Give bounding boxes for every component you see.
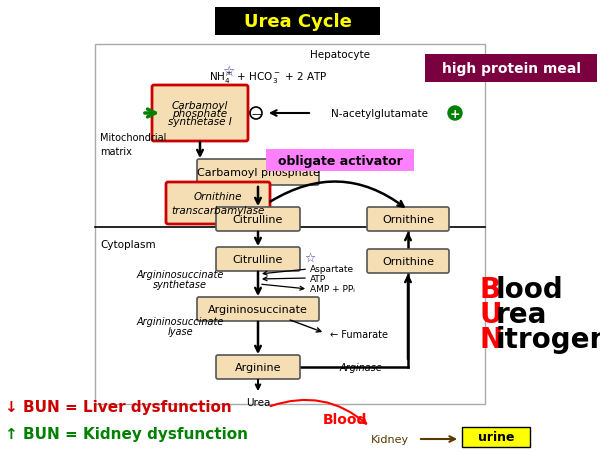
Text: U: U <box>480 300 503 328</box>
Text: synthetase I: synthetase I <box>168 117 232 127</box>
Circle shape <box>250 108 262 120</box>
Text: Citrulline: Citrulline <box>233 254 283 264</box>
Text: Urea: Urea <box>246 397 270 407</box>
Text: obligate activator: obligate activator <box>278 154 403 167</box>
FancyBboxPatch shape <box>197 160 319 186</box>
FancyBboxPatch shape <box>215 8 380 36</box>
Text: Ornithine: Ornithine <box>382 257 434 267</box>
Text: itrogen: itrogen <box>496 325 600 353</box>
FancyBboxPatch shape <box>216 207 300 231</box>
FancyBboxPatch shape <box>216 355 300 379</box>
FancyBboxPatch shape <box>95 45 485 404</box>
Text: Mitochondrial
matrix: Mitochondrial matrix <box>100 133 166 156</box>
Text: phosphate: phosphate <box>172 109 227 119</box>
Text: Citrulline: Citrulline <box>233 215 283 225</box>
Text: N: N <box>480 325 503 353</box>
Text: lood: lood <box>496 276 564 304</box>
Text: Hepatocyte: Hepatocyte <box>310 50 370 60</box>
Text: Arginase: Arginase <box>340 362 383 372</box>
Text: Aspartate: Aspartate <box>310 265 354 274</box>
FancyBboxPatch shape <box>367 207 449 231</box>
Text: Ornithine: Ornithine <box>382 215 434 225</box>
Text: ↑ BUN = Kidney dysfunction: ↑ BUN = Kidney dysfunction <box>5 427 248 442</box>
FancyBboxPatch shape <box>425 55 597 83</box>
Text: Arginine: Arginine <box>235 362 281 372</box>
Text: N-acetylglutamate: N-acetylglutamate <box>331 109 428 119</box>
Text: ☆: ☆ <box>222 65 234 79</box>
Text: Carbamoyl phosphate: Carbamoyl phosphate <box>197 168 319 178</box>
Text: Carbamoyl: Carbamoyl <box>172 101 228 111</box>
Text: high protein meal: high protein meal <box>442 62 581 76</box>
Text: Ornithine: Ornithine <box>194 192 242 202</box>
Text: urine: urine <box>478 431 514 443</box>
Text: rea: rea <box>496 300 547 328</box>
Text: Urea Cycle: Urea Cycle <box>244 13 352 31</box>
Text: lyase: lyase <box>167 326 193 336</box>
Text: Argininosuccinate: Argininosuccinate <box>136 269 224 279</box>
Text: +: + <box>449 107 460 120</box>
FancyBboxPatch shape <box>266 150 414 172</box>
Text: synthetase: synthetase <box>153 279 207 290</box>
FancyBboxPatch shape <box>152 86 248 142</box>
Text: AMP + PPᵢ: AMP + PPᵢ <box>310 284 355 293</box>
FancyBboxPatch shape <box>197 297 319 321</box>
Circle shape <box>448 107 462 121</box>
Text: transcarbamylase: transcarbamylase <box>172 206 265 216</box>
FancyBboxPatch shape <box>166 183 270 225</box>
Text: Argininosuccinate: Argininosuccinate <box>136 316 224 326</box>
Text: ☆: ☆ <box>304 251 316 264</box>
Text: ← Fumarate: ← Fumarate <box>330 329 388 339</box>
Text: NH$_4^+$ + HCO$_3^-$ + 2 ATP: NH$_4^+$ + HCO$_3^-$ + 2 ATP <box>209 70 328 86</box>
Text: —: — <box>251 109 261 119</box>
Text: Blood: Blood <box>323 412 367 426</box>
FancyBboxPatch shape <box>462 427 530 447</box>
Text: Cytoplasm: Cytoplasm <box>100 239 155 249</box>
Text: B: B <box>480 276 501 304</box>
FancyBboxPatch shape <box>367 249 449 273</box>
Text: Kidney: Kidney <box>371 434 409 444</box>
FancyBboxPatch shape <box>216 248 300 272</box>
Text: Argininosuccinate: Argininosuccinate <box>208 304 308 314</box>
Text: ↓ BUN = Liver dysfunction: ↓ BUN = Liver dysfunction <box>5 400 232 414</box>
Text: ATP: ATP <box>310 274 326 283</box>
